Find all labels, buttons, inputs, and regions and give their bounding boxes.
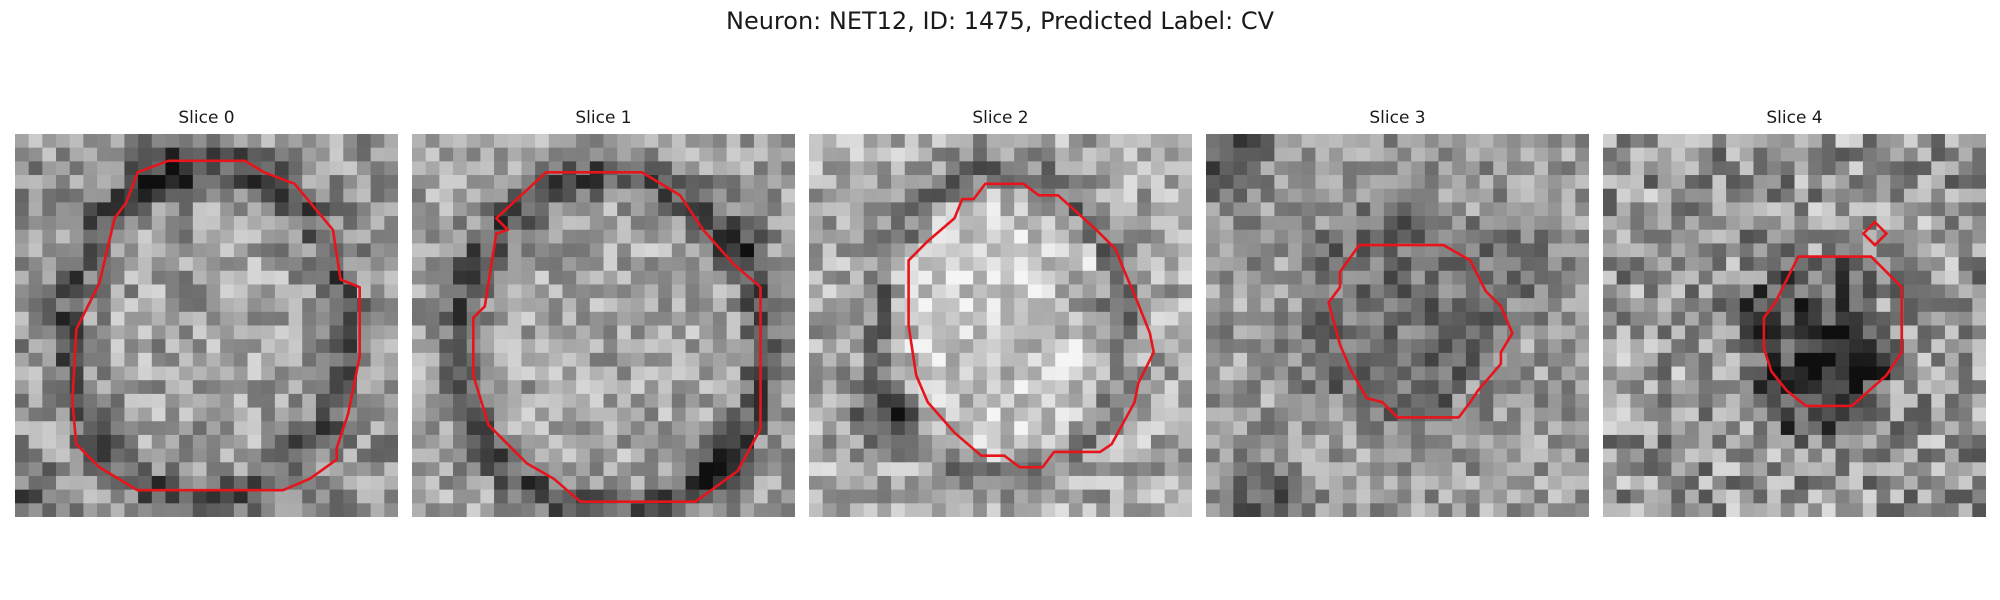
slice-panel-3: Slice 3 <box>1206 0 1589 600</box>
segmentation-outline-fragment <box>1861 220 1889 247</box>
slice-image-3 <box>1206 134 1589 517</box>
pixel-grid <box>1206 134 1589 517</box>
slice-image-4 <box>1603 134 1986 517</box>
figure-title: Neuron: NET12, ID: 1475, Predicted Label… <box>726 7 1274 35</box>
slice-image-2 <box>809 134 1192 517</box>
pixel-grid <box>412 134 795 517</box>
segmentation-outline <box>471 170 762 504</box>
slice-image-0 <box>15 134 398 517</box>
segmentation-outline <box>1327 243 1514 419</box>
slice-title-2: Slice 2 <box>972 108 1029 128</box>
slice-title-1: Slice 1 <box>575 108 632 128</box>
segmentation-outline <box>71 159 362 492</box>
slice-panel-4: Slice 4 <box>1603 0 1986 600</box>
slice-title-3: Slice 3 <box>1369 108 1426 128</box>
slice-panel-1: Slice 1 <box>412 0 795 600</box>
pixel-grid <box>15 134 398 517</box>
slice-title-4: Slice 4 <box>1766 108 1823 128</box>
pixel-grid <box>1603 134 1986 517</box>
pixel-grid <box>809 134 1192 517</box>
slice-panel-0: Slice 0 <box>15 0 398 600</box>
slice-title-0: Slice 0 <box>178 108 235 128</box>
segmentation-outline <box>1762 255 1904 408</box>
slice-panel-2: Slice 2 <box>809 0 1192 600</box>
segmentation-outline <box>907 182 1156 469</box>
slice-image-1 <box>412 134 795 517</box>
